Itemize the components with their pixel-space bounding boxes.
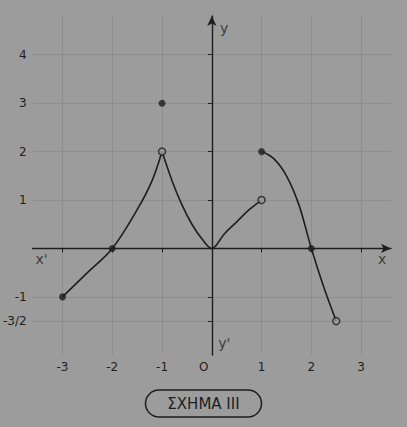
svg-text:-3: -3 xyxy=(57,360,69,374)
svg-text:-1: -1 xyxy=(15,290,27,304)
svg-text:-1: -1 xyxy=(156,360,168,374)
svg-text:2: 2 xyxy=(19,145,27,159)
svg-text:1: 1 xyxy=(19,193,27,207)
svg-text:O: O xyxy=(199,360,208,374)
svg-text:4: 4 xyxy=(19,48,27,62)
svg-text:2: 2 xyxy=(308,360,316,374)
svg-text:-3/2: -3/2 xyxy=(3,314,27,328)
svg-text:3: 3 xyxy=(357,360,365,374)
svg-text:y': y' xyxy=(218,335,230,351)
svg-text:ΣΧΗΜΑ ΙΙΙ: ΣΧΗΜΑ ΙΙΙ xyxy=(167,395,239,413)
svg-text:1: 1 xyxy=(258,360,266,374)
svg-text:-2: -2 xyxy=(106,360,118,374)
svg-text:y: y xyxy=(220,20,228,36)
svg-text:3: 3 xyxy=(19,96,27,110)
svg-text:x': x' xyxy=(36,251,48,267)
svg-text:x: x xyxy=(378,251,386,267)
